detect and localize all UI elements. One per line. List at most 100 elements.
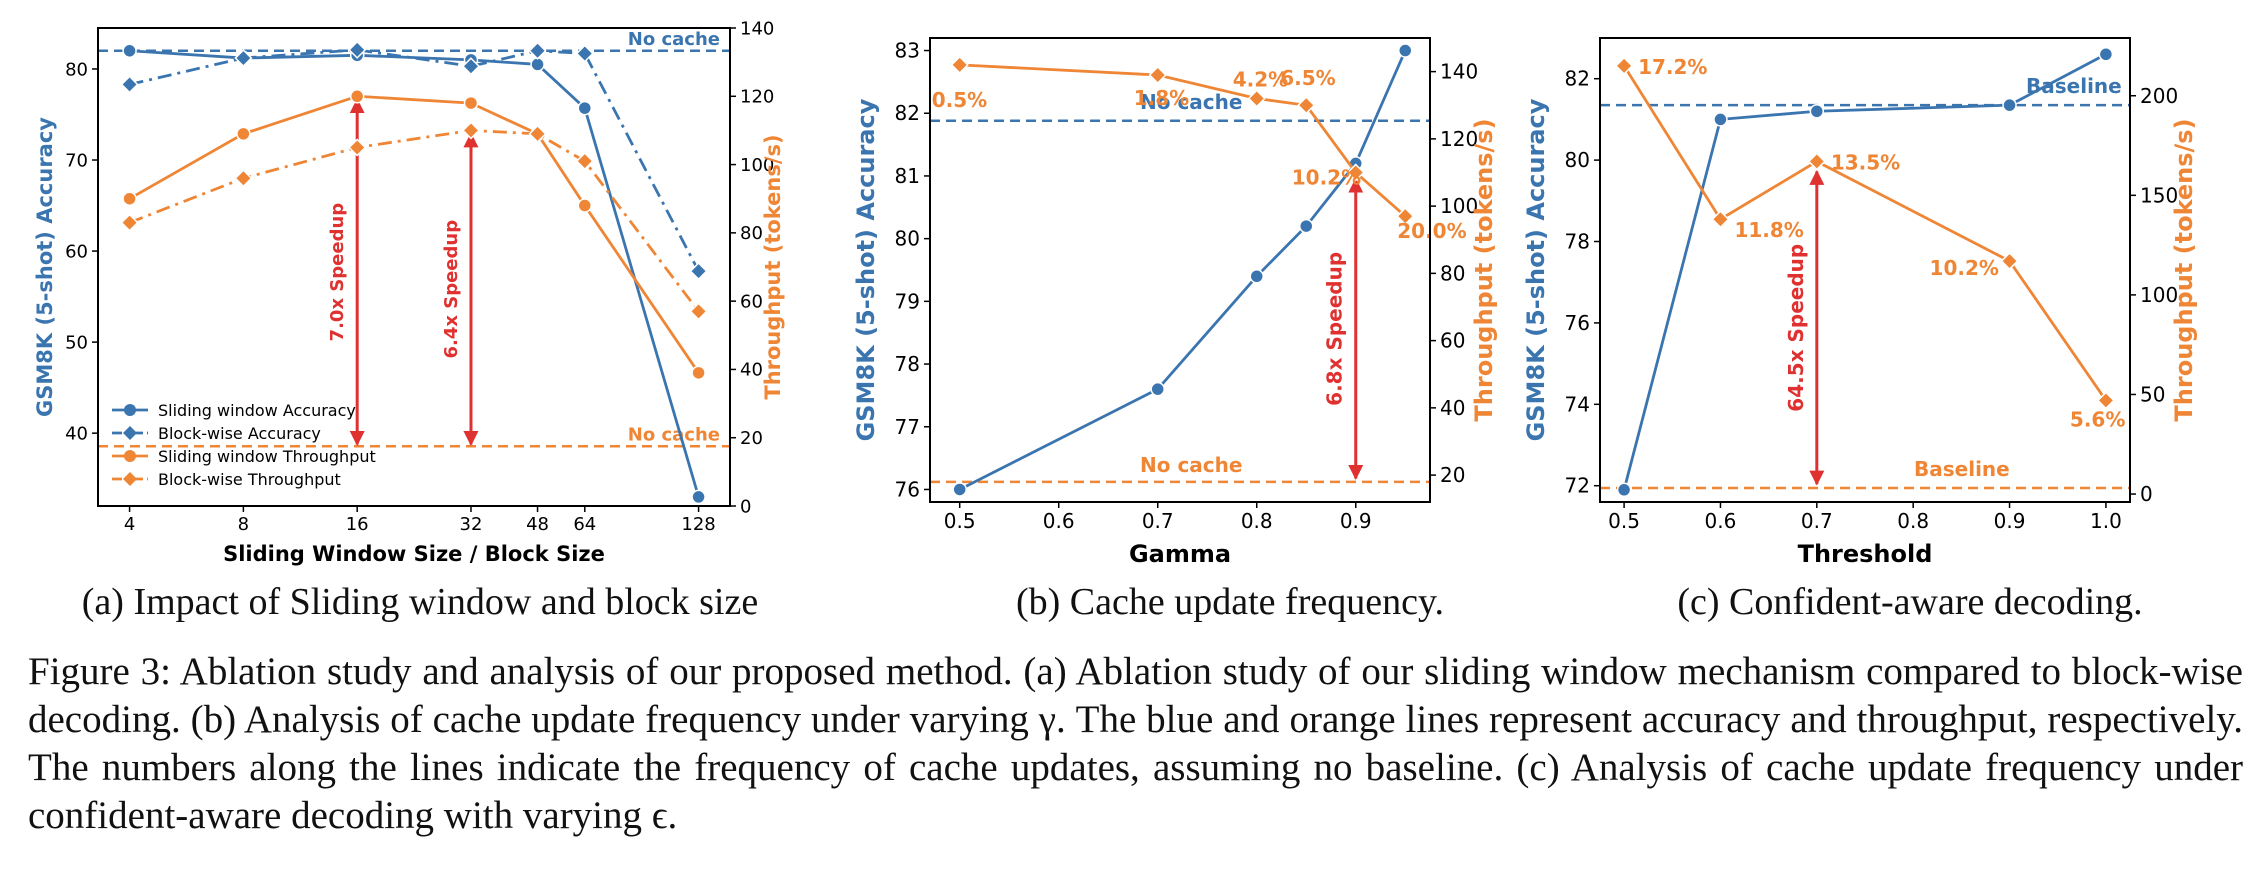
y-tick-label: 80 — [1565, 148, 1590, 172]
data-point — [1711, 210, 1730, 229]
data-point — [234, 169, 253, 188]
data-point — [349, 89, 365, 104]
y2-tick-label: 40 — [740, 360, 763, 381]
point-label: 6.5% — [1280, 66, 1335, 90]
data-point — [1615, 56, 1634, 75]
y2-tick-label: 80 — [1440, 261, 1465, 285]
y-tick-label: 77 — [895, 415, 920, 439]
data-point — [348, 40, 367, 59]
data-point — [463, 95, 479, 111]
x-tick-label: 64 — [573, 514, 596, 535]
x-tick-label: 1.0 — [2090, 509, 2122, 533]
series-line — [959, 49, 1407, 491]
legend-swatch-marker — [124, 404, 136, 416]
x-tick-label: 4 — [124, 514, 135, 535]
y2-tick-label: 150 — [2140, 183, 2178, 207]
y-axis-label: GSM8K (5-shot) Accuracy — [1522, 98, 1550, 441]
speedup-label: 64.5x Speedup — [1784, 244, 1808, 412]
data-point — [577, 198, 593, 213]
y-tick-label: 80 — [895, 227, 920, 251]
y2-tick-label: 20 — [740, 428, 763, 449]
y2-tick-label: 50 — [2140, 382, 2165, 406]
y2-axis-label: Throughput (tokens/s) — [1470, 118, 1498, 421]
data-point — [461, 57, 481, 76]
data-point — [2000, 251, 2019, 271]
series-line — [129, 129, 700, 313]
y2-tick-label: 20 — [1440, 463, 1465, 487]
x-tick-label: 0.5 — [944, 509, 976, 533]
y2-axis-label: Throughput (tokens/s) — [761, 134, 785, 399]
reference-line-label: No cache — [1140, 90, 1242, 114]
reference-line-label: No cache — [1140, 453, 1242, 477]
series-line — [129, 48, 700, 272]
data-point — [1247, 89, 1266, 108]
y-tick-label: 60 — [65, 241, 88, 262]
y-tick-label: 40 — [65, 423, 88, 444]
x-axis-label: Threshold — [1798, 540, 1933, 568]
reference-line-label: Baseline — [1914, 457, 2010, 481]
legend-label: Sliding window Accuracy — [158, 401, 356, 420]
legend-swatch-marker — [123, 472, 137, 486]
y-tick-label: 81 — [895, 164, 920, 188]
data-point — [577, 100, 593, 116]
data-point — [348, 138, 367, 157]
data-point — [1807, 152, 1826, 171]
y2-tick-label: 60 — [740, 291, 763, 312]
legend-label: Block-wise Throughput — [158, 470, 341, 489]
y-tick-label: 78 — [1565, 230, 1590, 254]
data-point — [2096, 391, 2115, 410]
y2-tick-label: 120 — [1440, 127, 1478, 151]
data-point — [122, 191, 137, 206]
data-point — [234, 48, 253, 68]
data-point — [1809, 104, 1825, 119]
y2-tick-label: 200 — [2140, 84, 2178, 108]
reference-line-label: No cache — [628, 29, 720, 50]
x-tick-label: 0.7 — [1801, 509, 1833, 533]
y2-tick-label: 0 — [2140, 482, 2153, 506]
point-label: 17.2% — [1638, 55, 1707, 79]
data-point — [689, 302, 708, 321]
reference-line-label: No cache — [628, 424, 720, 445]
x-tick-label: 0.5 — [1608, 509, 1640, 533]
point-label: 5.6% — [2070, 407, 2125, 431]
y2-tick-label: 100 — [2140, 283, 2178, 307]
y-tick-label: 72 — [1565, 474, 1590, 498]
plot-frame — [929, 37, 1431, 503]
data-point — [528, 41, 547, 60]
data-point — [120, 213, 139, 232]
y2-tick-label: 120 — [740, 87, 774, 108]
data-point — [530, 57, 545, 72]
data-point — [120, 75, 139, 94]
point-label: 4.2% — [1233, 68, 1288, 92]
y-tick-label: 80 — [65, 59, 88, 80]
y2-tick-label: 60 — [1440, 329, 1465, 353]
series-line — [959, 63, 1407, 218]
subcaption-b: (b) Cache update frequency. — [1016, 581, 1444, 623]
data-point — [1148, 65, 1167, 85]
speedup-label: 7.0x Speedup — [327, 203, 348, 342]
data-point — [461, 121, 481, 140]
data-point — [691, 489, 706, 505]
y-tick-label: 82 — [1565, 67, 1590, 91]
x-tick-label: 128 — [681, 514, 715, 535]
x-axis-label: Sliding Window Size / Block Size — [223, 542, 605, 566]
y-tick-label: 74 — [1565, 392, 1590, 416]
x-tick-label: 0.7 — [1142, 509, 1174, 533]
data-point — [952, 482, 967, 497]
plot-frame — [1599, 37, 2131, 503]
x-tick-label: 0.9 — [1340, 509, 1372, 533]
data-point — [2098, 47, 2114, 62]
y-tick-label: 82 — [895, 101, 920, 125]
x-tick-label: 16 — [346, 514, 369, 535]
x-tick-label: 32 — [460, 514, 483, 535]
data-point — [575, 44, 594, 63]
speedup-label: 6.4x Speedup — [441, 220, 462, 359]
point-label: 20.0% — [1397, 219, 1466, 243]
y2-tick-label: 140 — [740, 18, 774, 39]
x-tick-label: 0.6 — [1705, 509, 1737, 533]
data-point — [528, 124, 547, 143]
y2-tick-label: 140 — [1440, 60, 1478, 84]
y-tick-label: 76 — [1565, 311, 1590, 335]
y2-axis-label: Throughput (tokens/s) — [2170, 118, 2198, 421]
